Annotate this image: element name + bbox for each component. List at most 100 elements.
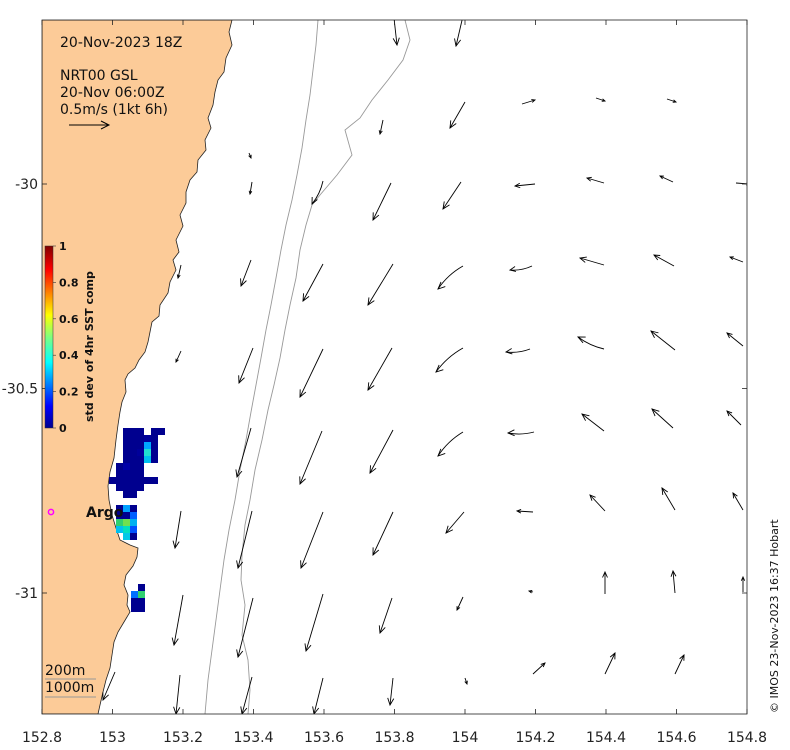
current-vector: [585, 176, 605, 184]
sst-std-dev-pixels: [109, 428, 165, 612]
current-vector: [175, 350, 182, 363]
colorbar-title: std dev of 4hr SST comp: [83, 271, 96, 422]
current-vector: [173, 674, 181, 714]
depth-contour-1000m: [240, 20, 411, 714]
colorbar-tick-label: 0.6: [59, 313, 79, 326]
current-vector: [666, 98, 678, 103]
x-tick-label: 154.2: [515, 730, 555, 746]
x-tick-label: 153.4: [233, 730, 273, 746]
argo-float-marker: [47, 508, 55, 516]
current-vector: [367, 347, 393, 391]
current-vector: [735, 181, 747, 186]
current-vector: [378, 597, 393, 635]
x-tick-label: 154.6: [656, 730, 696, 746]
current-vector: [659, 175, 674, 183]
current-vector: [508, 265, 533, 272]
current-vector: [650, 330, 676, 351]
current-vector: [456, 596, 464, 611]
current-vector: [372, 511, 394, 556]
current-vector: [602, 570, 608, 594]
current-vector: [581, 413, 605, 432]
current-vector: [661, 487, 676, 511]
colorbar-ticks: 1 0.8 0.6 0.4 0.2 0: [53, 240, 79, 435]
current-vector: [312, 677, 324, 714]
y-tick-label: -31: [15, 586, 38, 602]
current-vector: [726, 410, 742, 426]
current-vector: [240, 259, 252, 288]
depth-label-200m: 200m: [45, 663, 85, 679]
x-tick-label: 154.8: [727, 730, 767, 746]
scale-arrow: [69, 120, 111, 130]
current-vector: [248, 152, 252, 160]
current-vector: [299, 430, 323, 486]
x-tick-label: 153.2: [163, 730, 203, 746]
current-vector: [506, 429, 535, 437]
axis-ticks: [41, 20, 748, 714]
current-vector: [437, 431, 464, 457]
scale-label: 0.5m/s (1kt 6h): [60, 102, 168, 118]
current-vector: [299, 348, 324, 398]
current-vector: [651, 408, 674, 429]
x-tick-label: 152.8: [22, 730, 62, 746]
current-vector: [504, 348, 531, 355]
x-tick-label: 153: [99, 730, 126, 746]
current-vector: [236, 597, 254, 659]
product-time: 20-Nov 06:00Z: [60, 85, 165, 101]
current-vector: [726, 332, 744, 347]
colorbar: [44, 245, 54, 429]
current-vector: [235, 427, 252, 479]
current-vector: [172, 510, 182, 550]
current-vector: [171, 594, 184, 647]
current-vector: [367, 263, 394, 306]
current-vector: [369, 429, 394, 474]
y-tick-label: -30: [15, 177, 38, 193]
current-vector: [387, 677, 395, 707]
current-vector: [653, 254, 675, 267]
colorbar-tick-label: 1: [59, 240, 67, 253]
current-vector: [577, 336, 605, 350]
current-vector: [674, 654, 685, 675]
current-vector: [515, 509, 534, 514]
current-vector: [513, 182, 536, 189]
current-vector: [304, 593, 324, 653]
current-vector: [248, 181, 253, 196]
x-tick-label: 154: [452, 730, 479, 746]
colorbar-tick-label: 0.8: [59, 276, 79, 289]
current-vector: [527, 589, 534, 594]
current-vector: [740, 575, 746, 592]
colorbar-tick-label: 0.4: [59, 349, 79, 362]
current-vector: [238, 347, 254, 385]
current-vector: [604, 652, 616, 675]
current-vector: [311, 180, 324, 205]
depth-contour-200m: [204, 20, 319, 714]
depth-label-1000m: 1000m: [45, 680, 94, 696]
current-vector: [728, 256, 744, 263]
current-vector: [595, 97, 607, 102]
current-vector: [300, 511, 324, 570]
current-vector: [176, 264, 182, 280]
current-vector: [372, 182, 392, 221]
current-vector: [445, 511, 465, 534]
current-vector: [532, 662, 546, 675]
x-tick-label: 153.6: [304, 730, 344, 746]
current-vector: [236, 510, 253, 570]
y-axis-labels: -30 -30.5 -31: [2, 177, 38, 602]
current-vector: [102, 671, 116, 702]
current-vector: [442, 181, 462, 210]
colorbar-tick-label: 0.2: [59, 386, 79, 399]
x-axis-labels: 152.8 153 153.2 153.4 153.6 153.8 154 154.2 154.…: [22, 730, 767, 746]
current-vector: [378, 119, 384, 136]
land-mass: [42, 20, 233, 714]
current-vectors: [102, 20, 747, 714]
current-vector: [240, 676, 253, 714]
x-tick-label: 154.4: [586, 730, 626, 746]
current-vector: [454, 20, 463, 48]
argo-label: Argo: [86, 505, 124, 521]
current-vector: [437, 265, 464, 290]
current-vector: [449, 101, 466, 129]
current-vector: [670, 569, 677, 594]
colorbar-tick-label: 0: [59, 422, 67, 435]
current-vector: [589, 494, 606, 512]
current-vector: [578, 256, 605, 266]
